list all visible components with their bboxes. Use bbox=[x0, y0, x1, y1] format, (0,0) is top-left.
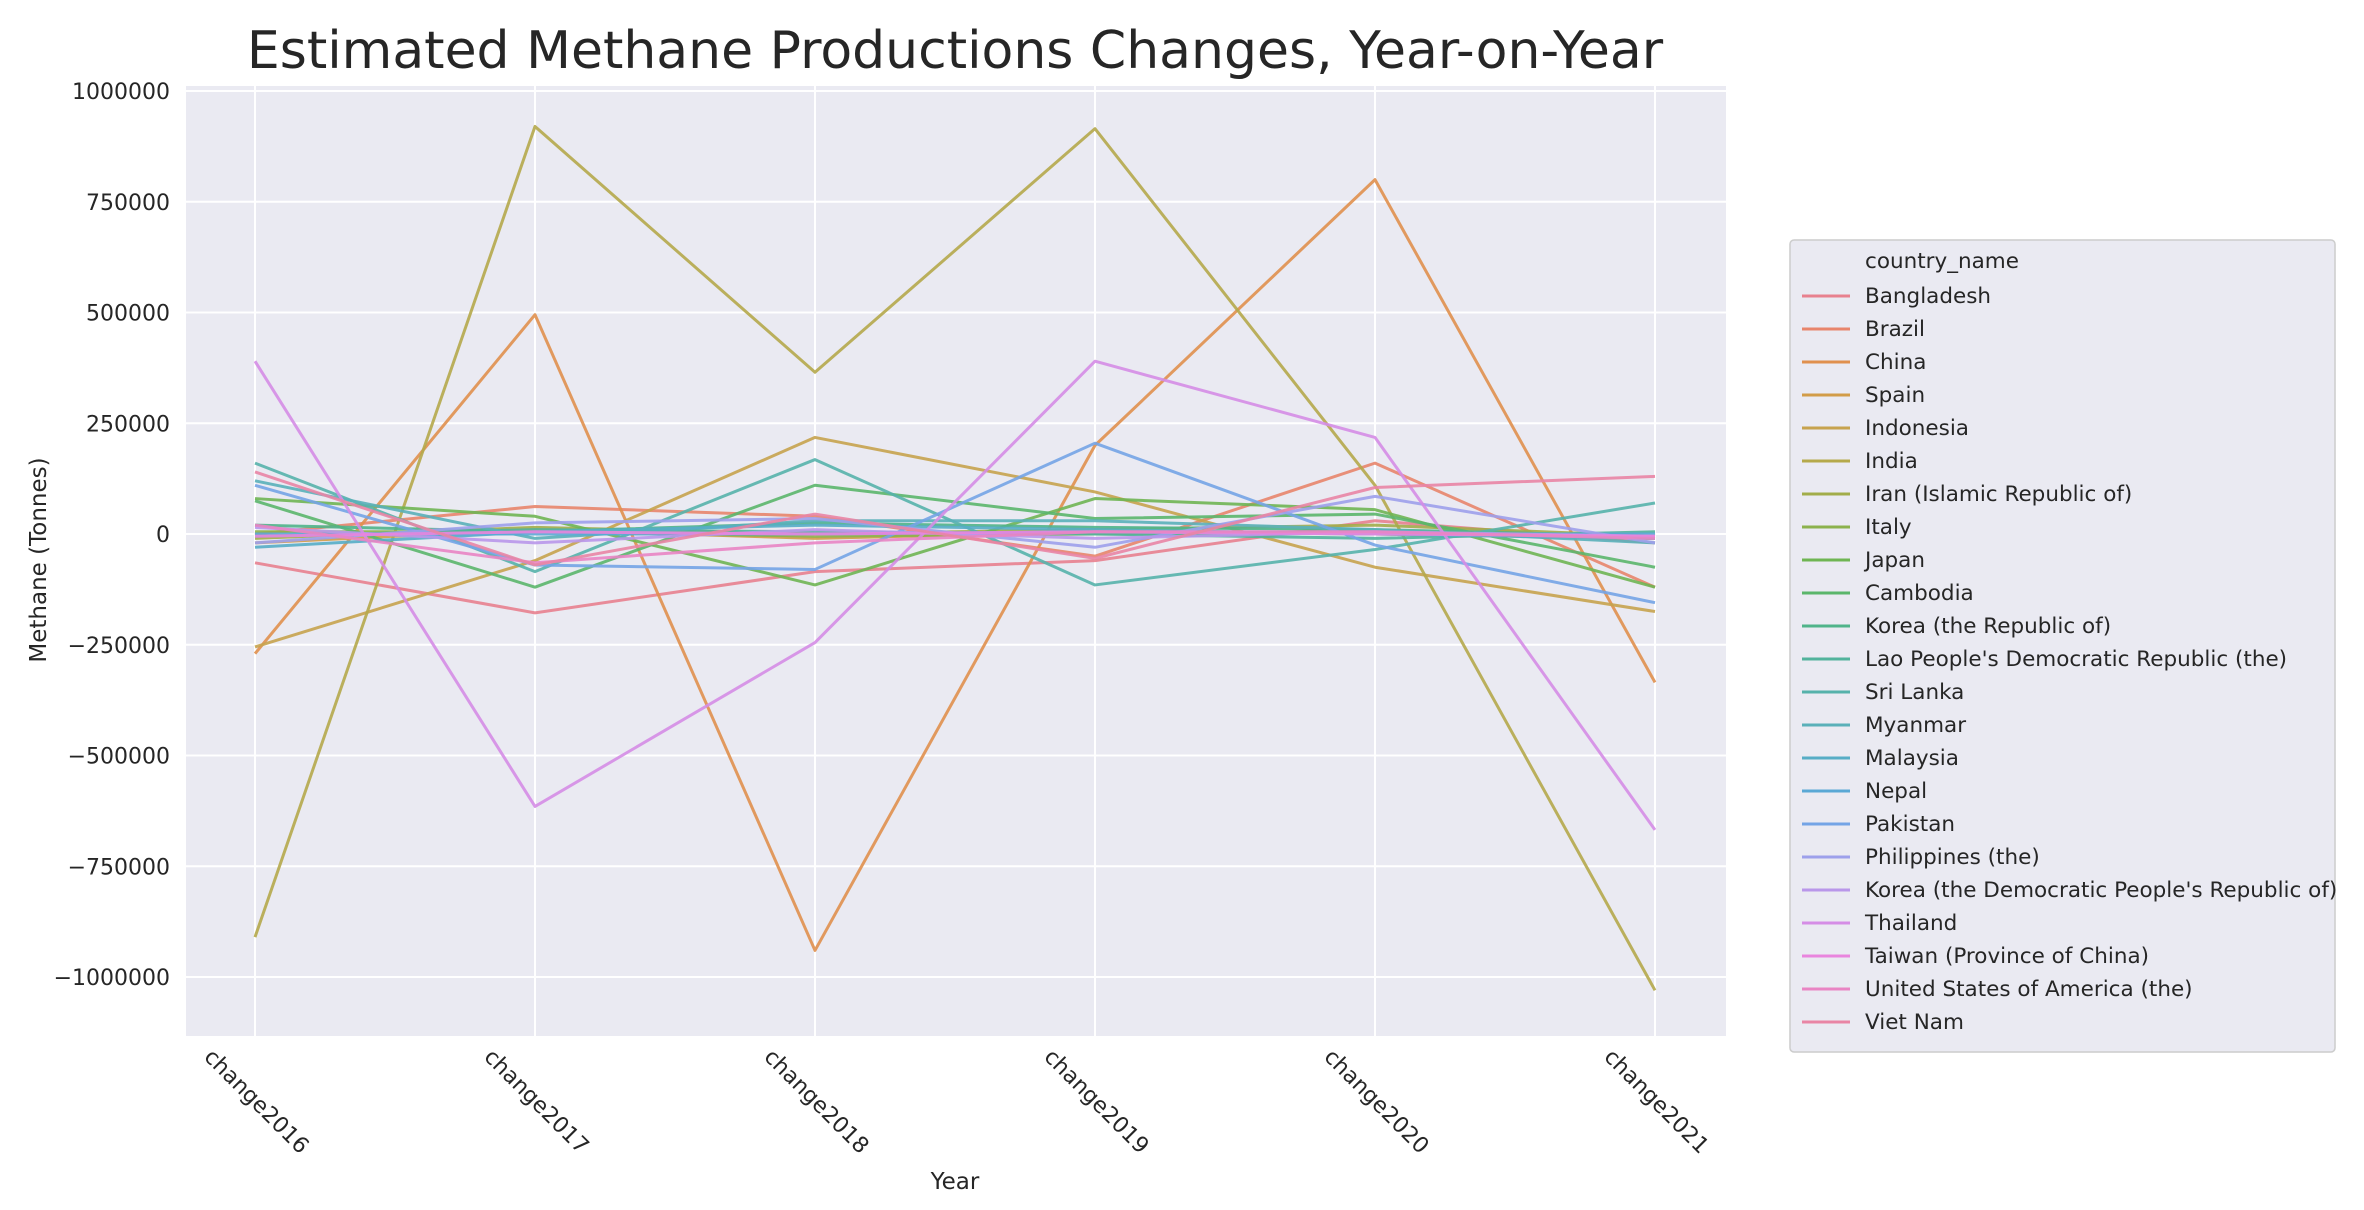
legend-label: United States of America (the) bbox=[1865, 977, 2193, 1002]
series-line bbox=[254, 470, 1656, 567]
x-tick-label: change2018 bbox=[759, 1045, 874, 1160]
legend-label: Malaysia bbox=[1865, 746, 1959, 771]
series-line bbox=[254, 441, 1656, 605]
x-tick-label: change2021 bbox=[1599, 1045, 1714, 1160]
plot-area: 1000000 750000 500000 250000 0 −250000 −500000… bbox=[54, 80, 1726, 1159]
y-tick-label: 250000 bbox=[86, 412, 170, 437]
legend-label: India bbox=[1865, 449, 1918, 474]
legend: country_name Bangladesh Brazil China Spain In… bbox=[1789, 239, 2337, 1053]
y-tick-label: 500000 bbox=[86, 302, 170, 327]
legend-label: Korea (the Republic of) bbox=[1865, 614, 2111, 639]
legend-box bbox=[1789, 239, 2336, 1053]
legend-label: Brazil bbox=[1865, 317, 1925, 342]
y-axis-title: Methane (Tonnes) bbox=[26, 457, 52, 662]
y-tick-label: −750000 bbox=[68, 855, 170, 880]
legend-label: Myanmar bbox=[1865, 713, 1966, 738]
series-line bbox=[253, 124, 1657, 992]
y-tick-label: −1000000 bbox=[54, 966, 170, 991]
series-line bbox=[254, 435, 1656, 649]
series-line bbox=[253, 359, 1657, 831]
plot-background bbox=[186, 86, 1726, 1036]
legend-label: Indonesia bbox=[1865, 416, 1969, 441]
y-tick-label: −250000 bbox=[68, 634, 170, 659]
series-line bbox=[254, 458, 1656, 587]
x-tick-label: change2017 bbox=[479, 1045, 594, 1160]
legend-label: Viet Nam bbox=[1865, 1010, 1964, 1035]
x-tick-label: change2019 bbox=[1039, 1045, 1154, 1160]
x-tick-label: change2016 bbox=[199, 1045, 314, 1160]
y-tick-label: 750000 bbox=[86, 191, 170, 216]
legend-label: Japan bbox=[1863, 548, 1925, 573]
legend-label: Lao People's Democratic Republic (the) bbox=[1865, 647, 2287, 672]
y-tick-label: −500000 bbox=[68, 745, 170, 770]
legend-label: Korea (the Democratic People's Republic … bbox=[1865, 878, 2337, 903]
y-tick-label: 1000000 bbox=[72, 80, 170, 105]
legend-label: Bangladesh bbox=[1865, 284, 1991, 309]
x-axis-title: Year bbox=[930, 1169, 980, 1195]
legend-label: Spain bbox=[1865, 383, 1925, 408]
chart-title: Estimated Methane Productions Changes, Y… bbox=[247, 21, 1664, 81]
legend-label: Sri Lanka bbox=[1865, 680, 1964, 705]
legend-label: Pakistan bbox=[1865, 812, 1955, 837]
x-tick-label: change2020 bbox=[1319, 1045, 1434, 1160]
legend-label: Thailand bbox=[1864, 911, 1957, 936]
series-line bbox=[253, 178, 1657, 952]
legend-label: Philippines (the) bbox=[1865, 845, 2040, 870]
legend-label: Nepal bbox=[1865, 779, 1927, 804]
legend-label: Taiwan (Province of China) bbox=[1864, 944, 2149, 969]
legend-title: country_name bbox=[1865, 249, 2019, 274]
legend-label: Iran (Islamic Republic of) bbox=[1865, 482, 2132, 507]
legend-label: Cambodia bbox=[1865, 581, 1974, 606]
legend-label: Italy bbox=[1865, 515, 1912, 540]
y-tick-label: 0 bbox=[156, 523, 170, 548]
legend-label: China bbox=[1865, 350, 1926, 375]
